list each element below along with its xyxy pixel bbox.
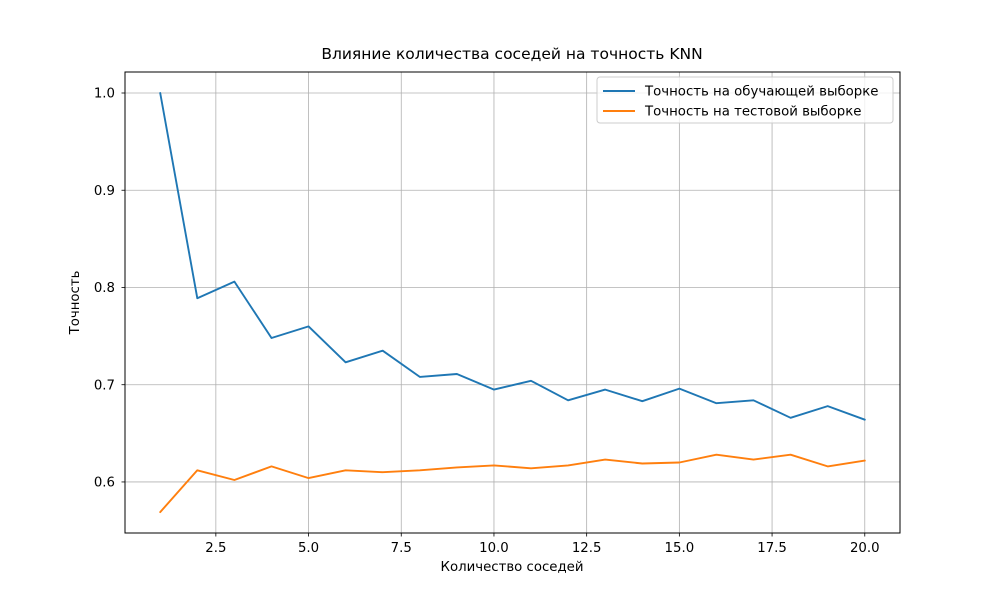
- x-tick-label: 17.5: [757, 541, 787, 556]
- y-tick-label: 0.6: [94, 476, 115, 491]
- y-tick-labels: 0.6 0.7 0.8 0.9 1.0: [94, 87, 115, 491]
- series-line-0: [159, 92, 866, 421]
- x-tick-label: 7.5: [391, 541, 412, 556]
- plot-border: [124, 71, 901, 534]
- x-tick-labels: 2.5 5.0 7.5 10.0 12.5 15.0 17.5 20.0: [205, 541, 879, 556]
- axis-tick-marks: [121, 92, 866, 537]
- series-line-1: [159, 453, 866, 514]
- plot-background: [125, 72, 900, 533]
- legend-entry-label: Точность на тестовой выборке: [644, 104, 861, 120]
- legend-box: [596, 76, 894, 124]
- x-tick-label: 2.5: [205, 541, 226, 556]
- x-tick-label: 12.5: [572, 541, 602, 556]
- y-tick-label: 0.7: [94, 378, 115, 393]
- y-tick-label: 0.8: [94, 281, 115, 296]
- x-tick-label: 15.0: [665, 541, 695, 556]
- y-axis-label: Точность: [68, 270, 83, 335]
- data-series: [159, 92, 866, 514]
- x-tick-label: 10.0: [479, 541, 509, 556]
- y-tick-label: 0.9: [94, 184, 115, 199]
- x-tick-label: 20.0: [850, 541, 880, 556]
- x-axis-label: Количество соседей: [441, 560, 584, 575]
- chart-title: Влияние количества соседей на точность K…: [321, 45, 702, 63]
- x-tick-label: 5.0: [298, 541, 319, 556]
- legend: Точность на обучающей выборке Точность на…: [596, 76, 894, 124]
- y-tick-label: 1.0: [94, 87, 115, 102]
- legend-entry-label: Точность на обучающей выборке: [644, 84, 878, 100]
